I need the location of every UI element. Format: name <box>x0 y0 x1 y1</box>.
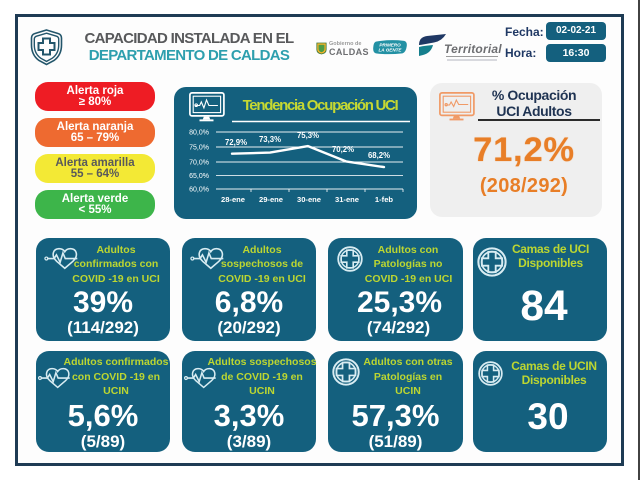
svg-text:68,2%: 68,2% <box>368 151 390 160</box>
svg-text:60,0%: 60,0% <box>189 187 209 194</box>
svg-text:70,0%: 70,0% <box>189 160 209 167</box>
svg-text:31-ene: 31-ene <box>335 195 359 204</box>
svg-text:72,9%: 72,9% <box>225 138 247 147</box>
svg-text:65,0%: 65,0% <box>189 173 209 180</box>
svg-text:75,3%: 75,3% <box>297 131 319 140</box>
svg-text:70,2%: 70,2% <box>332 145 354 154</box>
svg-text:1-feb: 1-feb <box>375 195 394 204</box>
svg-text:75,0%: 75,0% <box>189 145 209 152</box>
svg-text:28-ene: 28-ene <box>221 195 245 204</box>
svg-text:73,3%: 73,3% <box>259 135 281 144</box>
svg-text:80,0%: 80,0% <box>189 130 209 137</box>
svg-text:LA GENTE: LA GENTE <box>379 48 403 53</box>
svg-text:PRIMERO: PRIMERO <box>379 43 401 48</box>
svg-text:30-ene: 30-ene <box>297 195 321 204</box>
svg-text:29-ene: 29-ene <box>259 195 283 204</box>
